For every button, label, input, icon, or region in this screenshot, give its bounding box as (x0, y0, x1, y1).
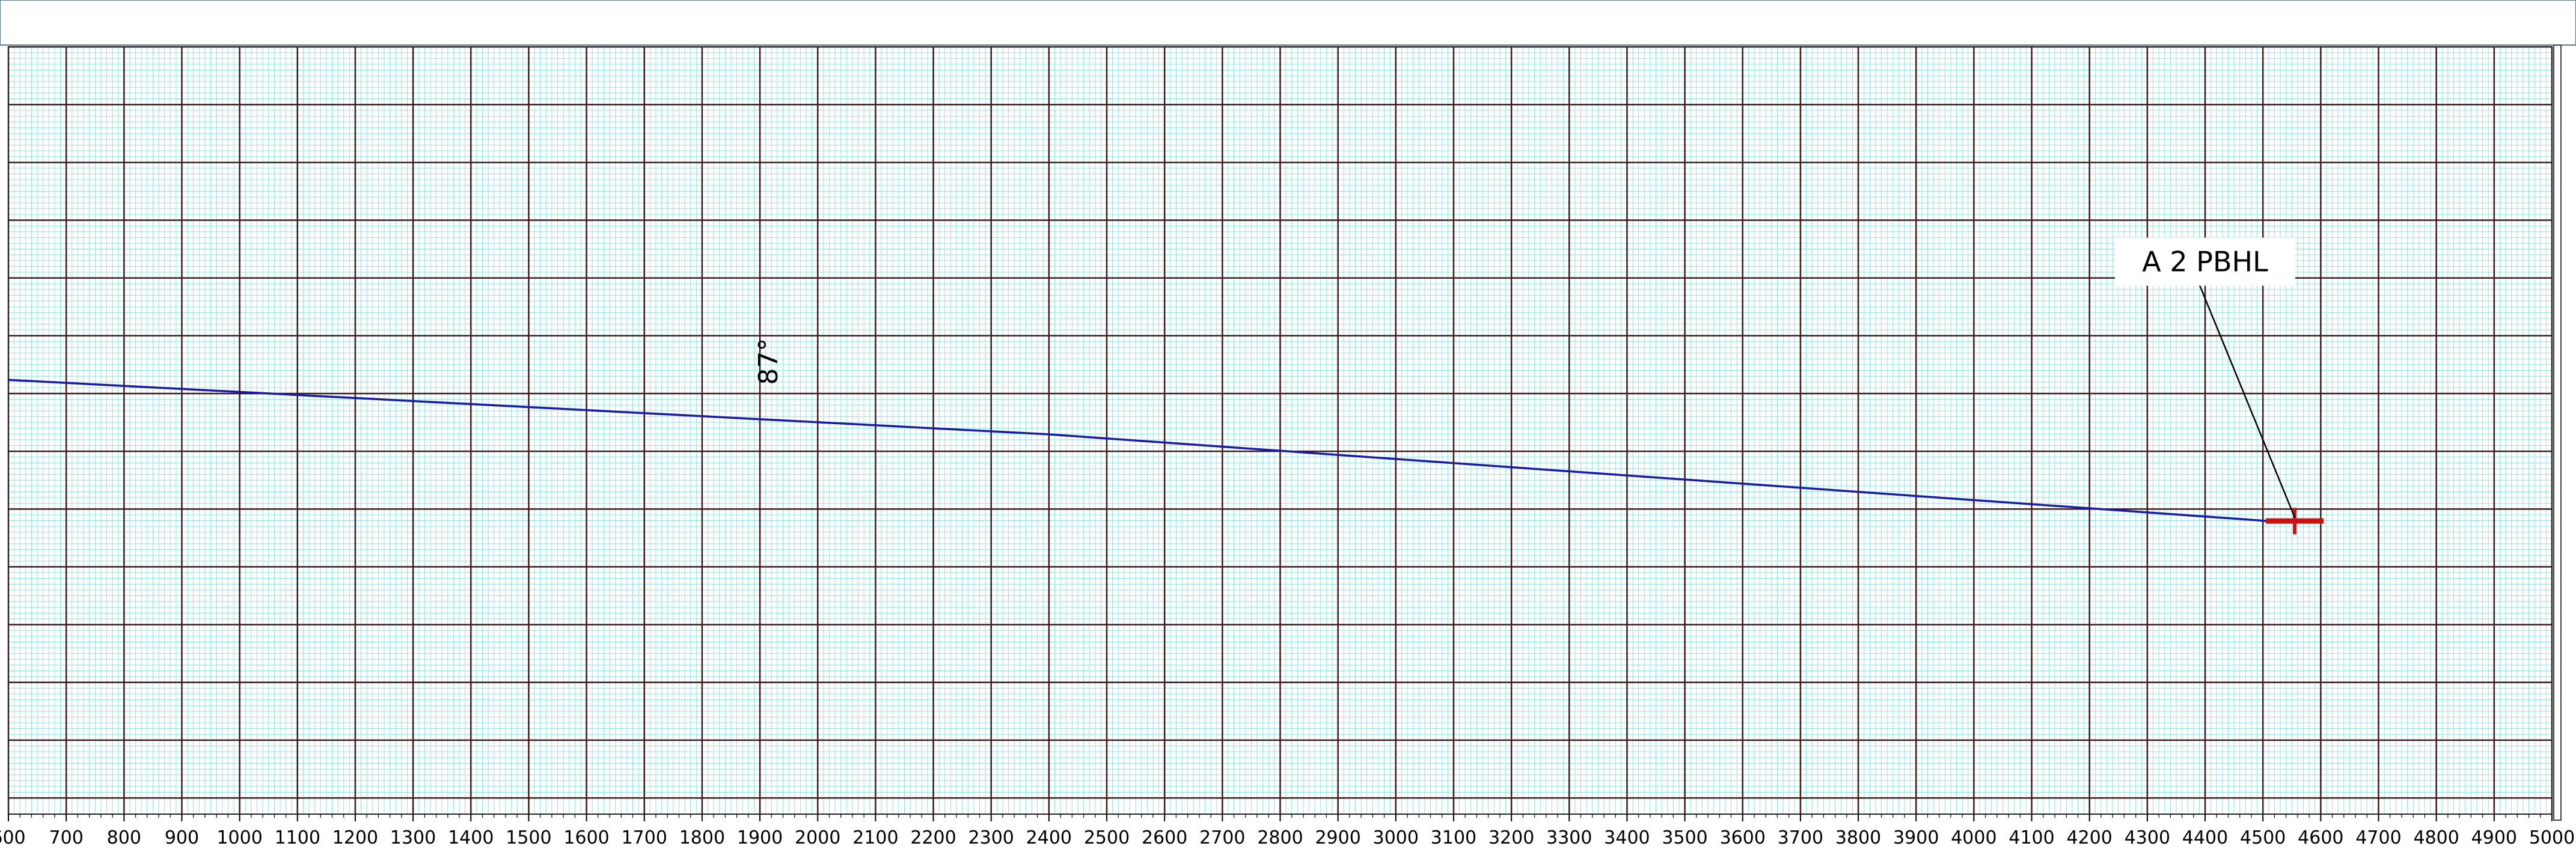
x-tick-label: 2200 (910, 827, 956, 848)
x-tick-label: 2600 (1142, 827, 1187, 848)
x-tick-label: 3400 (1604, 827, 1650, 848)
x-tick-label: 3900 (1893, 827, 1939, 848)
x-tick-label: 1700 (622, 827, 667, 848)
x-tick-label: 1300 (390, 827, 436, 848)
x-tick-label: 800 (107, 827, 141, 848)
x-tick-label: 2800 (1257, 827, 1303, 848)
x-tick-label: 2900 (1315, 827, 1360, 848)
x-tick-label: 1900 (737, 827, 783, 848)
x-tick-label: 4100 (2008, 827, 2054, 848)
target-leader-line (2197, 281, 2296, 518)
x-tick-label: 4500 (2240, 827, 2286, 848)
x-tick-label: 3800 (1835, 827, 1881, 848)
top-panel-frame (0, 0, 2576, 46)
x-tick-label: 2100 (852, 827, 898, 848)
x-tick-label: 4000 (1951, 827, 1996, 848)
x-tick-label: 700 (49, 827, 84, 848)
series-layer (8, 379, 2269, 522)
x-tick-label: 3700 (1778, 827, 1823, 848)
x-tick-label: 1600 (563, 827, 609, 848)
x-tick-label: 4600 (2298, 827, 2343, 848)
x-tick-label: 2300 (968, 827, 1014, 848)
x-tick-label: 4400 (2182, 827, 2228, 848)
x-tick-label: 1100 (275, 827, 320, 848)
x-tick-label: 4700 (2355, 827, 2401, 848)
x-tick-label: 4800 (2414, 827, 2459, 848)
x-tick-label: 3100 (1431, 827, 1476, 848)
x-tick-label: 4900 (2471, 827, 2517, 848)
x-tick-label: 3200 (1488, 827, 1534, 848)
well-path-line (8, 379, 2269, 522)
target-label-box (2115, 237, 2296, 286)
x-axis: 600 700 800 900 1000 1100 1200 1300 1400 1500 1600… (0, 814, 2575, 848)
x-tick-label: 900 (165, 827, 199, 848)
x-tick-label: 4200 (2067, 827, 2113, 848)
x-tick-label: 2500 (1084, 827, 1130, 848)
x-tick-label: 5000 (2529, 827, 2575, 848)
x-tick-label: 1500 (506, 827, 551, 848)
x-tick-label: 3600 (1720, 827, 1766, 848)
right-scrollbar[interactable] (2553, 44, 2562, 821)
x-tick-label: 600 (0, 827, 26, 848)
x-tick-label: 3300 (1546, 827, 1592, 848)
x-tick-label: 1200 (332, 827, 378, 848)
x-tick-label: 2000 (795, 827, 840, 848)
x-tick-label: 3000 (1373, 827, 1419, 848)
x-tick-label: 4300 (2125, 827, 2170, 848)
x-tick-label: 1800 (679, 827, 725, 848)
x-tick-label: 3500 (1662, 827, 1707, 848)
annotation-layer: A 2 PBHL 87° (753, 237, 2296, 518)
minor-grid (8, 47, 2552, 814)
x-tick-label: 1400 (448, 827, 494, 848)
target-layer (2266, 508, 2324, 535)
x-tick-label: 2400 (1026, 827, 1072, 848)
x-tick-label: 2700 (1199, 827, 1245, 848)
inclination-label: 87° (753, 338, 784, 385)
x-tick-label: 1000 (216, 827, 262, 848)
target-label: A 2 PBHL (2142, 246, 2268, 278)
